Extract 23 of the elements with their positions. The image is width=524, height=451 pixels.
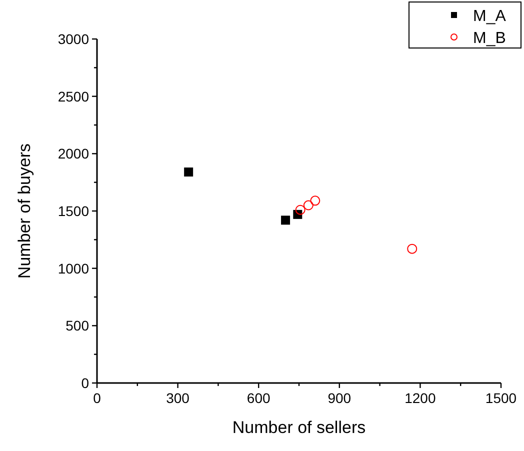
x-tick-label: 900	[328, 390, 352, 406]
point	[407, 244, 418, 254]
x-tick-label: 1500	[485, 390, 517, 406]
y-tick-label: 1500	[58, 203, 90, 219]
y-tick-label: 0	[81, 375, 90, 391]
x-axis-title: Number of sellers	[232, 418, 366, 437]
point	[281, 216, 290, 225]
point	[184, 168, 194, 177]
point	[295, 204, 306, 215]
legend-label: M_B	[473, 30, 506, 47]
x-tick-label: 1200	[404, 390, 436, 406]
x-tick-label: 300	[166, 390, 190, 406]
legend-label: M_A	[473, 8, 506, 25]
y-tick-label: 500	[66, 318, 90, 334]
y-tick-label: 2000	[58, 146, 90, 162]
point	[303, 200, 314, 210]
point	[310, 196, 320, 206]
x-tick-label: 600	[246, 390, 270, 406]
y-tick-label: 3000	[58, 31, 90, 47]
y-tick-label: 2500	[58, 88, 90, 104]
y-tick-label: 1000	[58, 260, 90, 276]
y-axis-title: Number of buyers	[15, 143, 34, 279]
x-tick-label: 0	[93, 390, 102, 406]
